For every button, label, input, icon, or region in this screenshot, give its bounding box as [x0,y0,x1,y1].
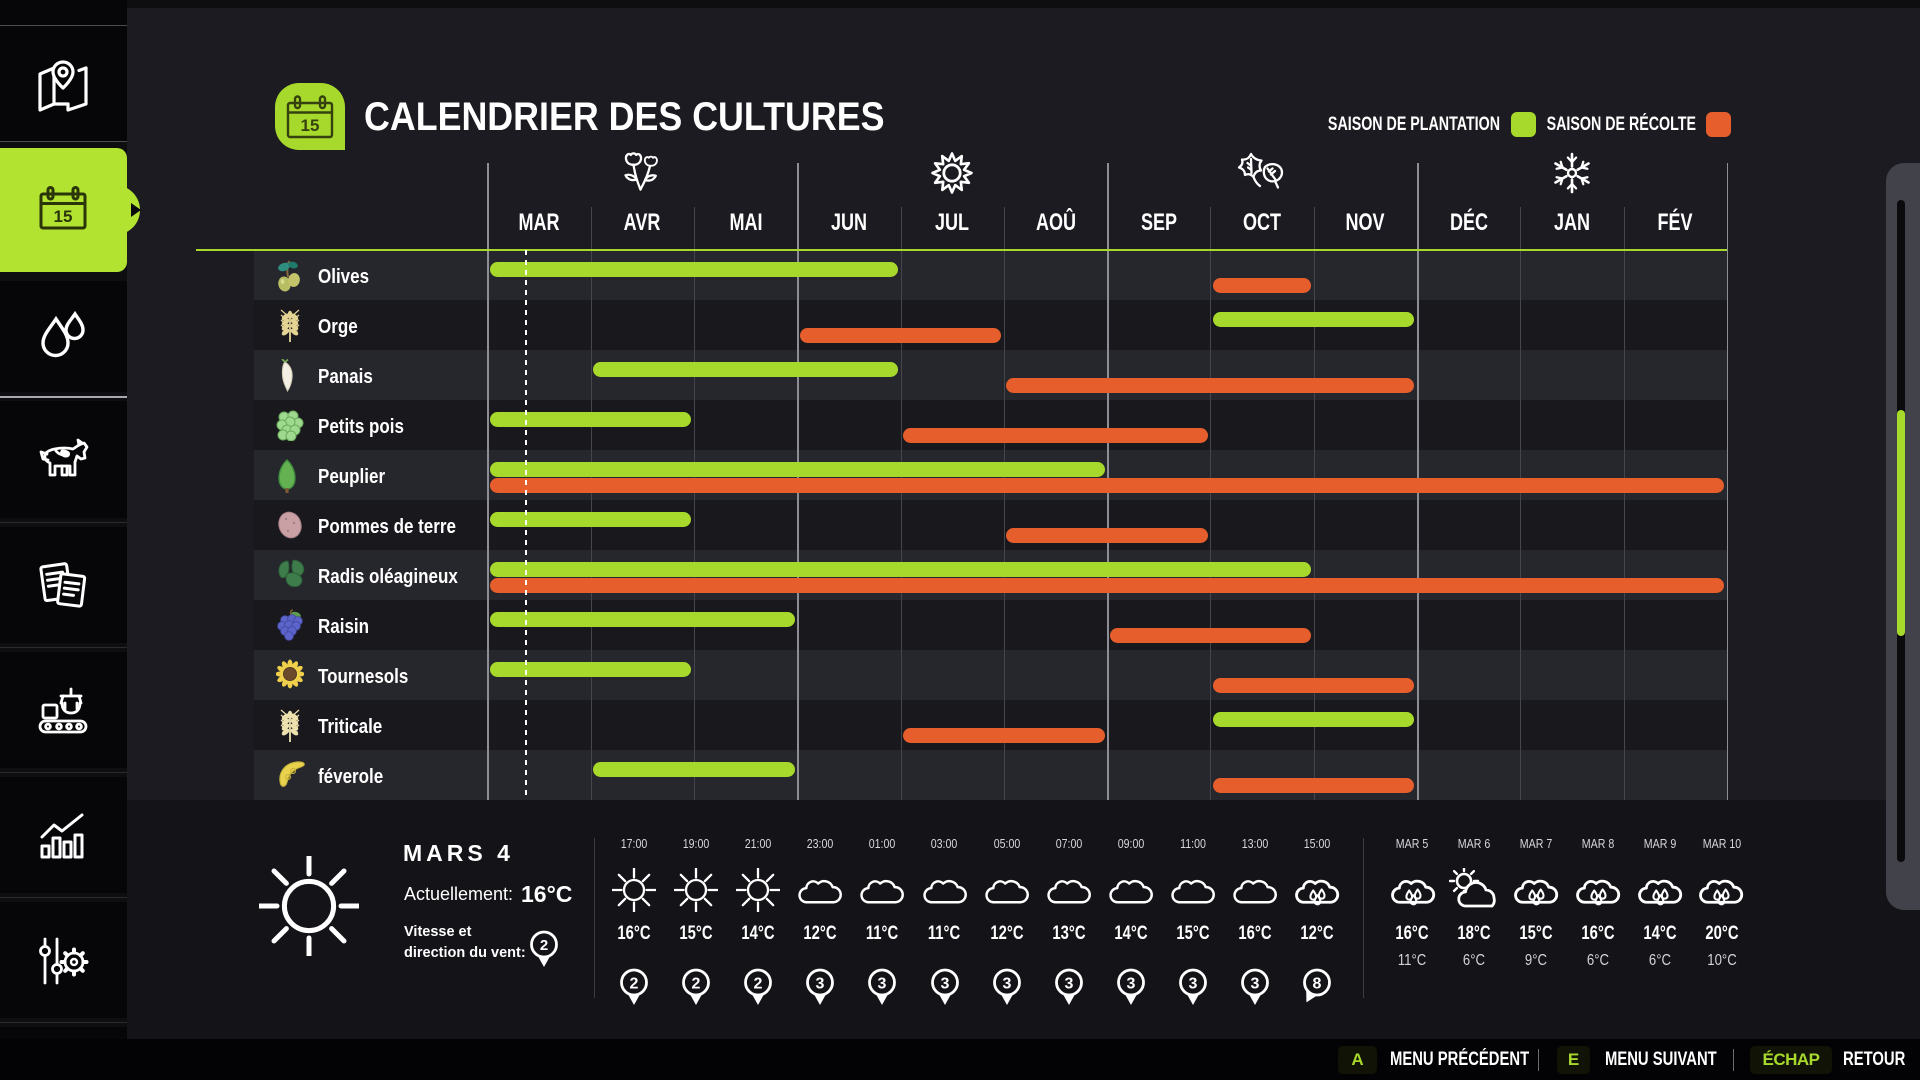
svg-text:3: 3 [816,975,825,992]
svg-text:2: 2 [754,975,763,992]
svg-text:2: 2 [540,937,548,954]
svg-text:3: 3 [941,975,950,992]
svg-text:3: 3 [1065,975,1074,992]
svg-text:15: 15 [301,116,320,135]
svg-text:15: 15 [54,207,73,226]
svg-text:3: 3 [878,975,887,992]
svg-text:2: 2 [692,975,701,992]
svg-text:8: 8 [1313,975,1322,992]
svg-text:3: 3 [1189,975,1198,992]
svg-text:3: 3 [1251,975,1260,992]
svg-text:3: 3 [1003,975,1012,992]
svg-text:2: 2 [630,975,639,992]
svg-text:3: 3 [1127,975,1136,992]
